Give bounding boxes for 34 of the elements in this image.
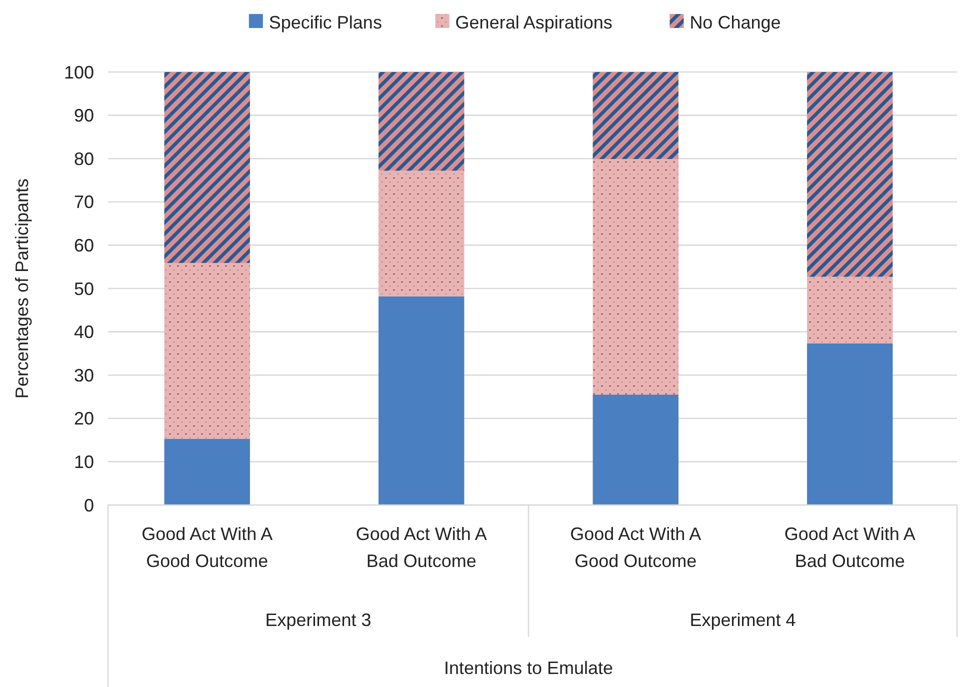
legend-label: General Aspirations — [455, 12, 612, 32]
bar — [807, 72, 893, 277]
bar — [807, 276, 893, 344]
y-tick-label: 80 — [74, 148, 94, 169]
y-tick-label: 50 — [74, 278, 94, 299]
bar — [378, 296, 464, 505]
bar — [164, 438, 250, 505]
bar — [592, 394, 678, 505]
bar — [592, 72, 678, 160]
bar — [378, 170, 464, 296]
x-tick-label: Good Act With A Good Outcome — [142, 524, 273, 571]
text: Experiment 4 — [690, 610, 796, 630]
y-tick-label: 10 — [74, 452, 94, 472]
y-tick-label: 70 — [74, 192, 94, 212]
x-tick-label: Good Act With A Good Outcome — [570, 524, 702, 571]
x-tick-label: Good Act With A Bad Outcome — [784, 524, 916, 571]
x-axis-title: Intentions to Emulate — [444, 658, 614, 678]
y-tick-label: 60 — [74, 236, 94, 256]
bar — [164, 262, 250, 439]
y-axis-title: Percentages of Participants — [12, 178, 32, 399]
y-tick-label: 40 — [74, 322, 94, 342]
y-tick-label: 30 — [74, 365, 94, 386]
bar — [164, 72, 250, 263]
bar — [378, 72, 464, 171]
y-tick-label: 20 — [74, 408, 94, 429]
y-tick-label: 90 — [74, 106, 94, 126]
legend-label: No Change — [690, 12, 781, 32]
y-tick-label: 0 — [84, 495, 94, 516]
bar — [807, 343, 893, 505]
legend-label: Specific Plans — [268, 12, 382, 32]
text: Experiment 3 — [265, 610, 372, 630]
y-tick-label: 100 — [64, 62, 94, 82]
bar — [592, 159, 678, 395]
x-tick-label: Good Act With A Bad Outcome — [356, 524, 487, 571]
